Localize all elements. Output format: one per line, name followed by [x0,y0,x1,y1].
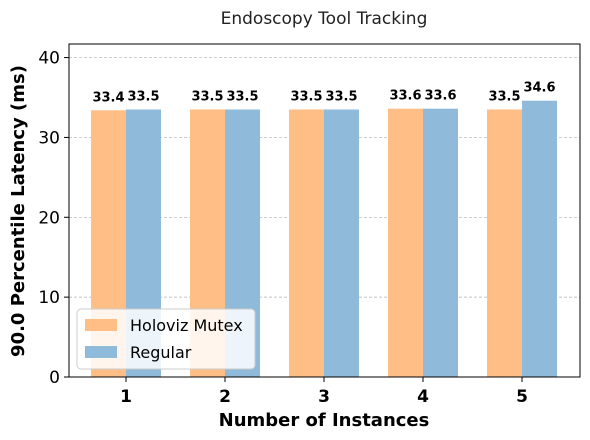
data-label: 33.5 [325,89,357,104]
bar-holoviz-mutex [487,109,522,377]
data-labels: 33.4 33.5 33.5 33.5 33.5 33.5 33.6 33.6 33.534.6 [92,81,555,106]
y-tick-label: 20 [38,208,60,228]
bar-regular [423,109,458,377]
data-label: 33.5 [127,89,159,104]
y-tick-label: 30 [38,128,60,148]
bar-holoviz-mutex [388,109,423,377]
data-label: 33.4 [92,90,124,105]
x-tick-label: 5 [516,387,528,407]
x-tick-label: 4 [417,387,429,407]
data-label: 33.6 [389,89,421,104]
y-axis-label: 90.0 Percentile Latency (ms) [8,65,29,357]
x-axis-label: Number of Instances [219,410,430,431]
bar-regular [324,109,359,377]
data-label: 33.5 [191,89,223,104]
chart-title: Endoscopy Tool Tracking [221,9,428,29]
data-label: 33.5 [488,89,520,104]
legend-swatch-holoviz-mutex [85,319,117,331]
data-label: 34.6 [523,81,555,96]
y-tick-label: 0 [49,368,60,388]
legend-label-holoviz-mutex: Holoviz Mutex [130,316,243,335]
bar-regular [522,101,557,377]
legend-label-regular: Regular [130,343,192,362]
legend-swatch-regular [85,346,117,358]
legend: Holoviz Mutex Regular [77,309,255,369]
x-axis: 1 2 3 4 5 [120,377,528,407]
y-tick-label: 40 [38,49,60,69]
x-tick-label: 2 [219,387,231,407]
data-label: 33.6 [424,89,456,104]
data-label: 33.5 [226,89,258,104]
data-label: 33.5 [290,89,322,104]
x-tick-label: 1 [120,387,132,407]
y-axis: 0 10 20 30 40 [38,49,69,388]
x-tick-label: 3 [318,387,330,407]
y-tick-label: 10 [38,288,60,308]
bar-holoviz-mutex [289,109,324,377]
